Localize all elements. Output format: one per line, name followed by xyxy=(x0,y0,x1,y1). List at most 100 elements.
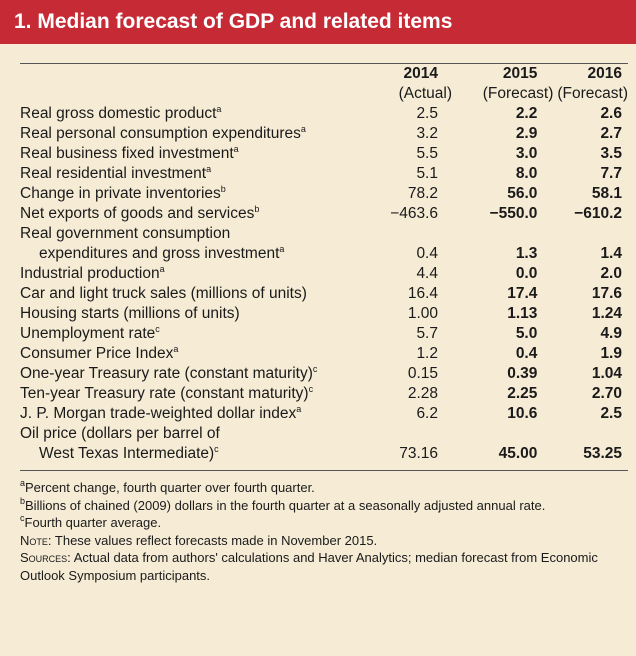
row-label: Real gross domestic producta xyxy=(20,104,371,124)
table-row: One-year Treasury rate (constant maturit… xyxy=(20,364,628,384)
sources-line: Sources: Actual data from authors' calcu… xyxy=(20,549,626,584)
table-row: Car and light truck sales (millions of u… xyxy=(20,284,628,304)
forecast-table: 2014 2015 2016 (Actual) (Forecast) (Fore… xyxy=(20,64,628,464)
header-year: 2014 xyxy=(371,64,452,84)
value-2014: 5.5 xyxy=(371,144,452,164)
row-label: One-year Treasury rate (constant maturit… xyxy=(20,364,371,384)
header-type: (Actual) xyxy=(371,84,452,104)
value-2015: 2.2 xyxy=(452,104,557,124)
value-2015: 0.39 xyxy=(452,364,557,384)
table-row: Real business fixed investmenta 5.5 3.0 3.5 xyxy=(20,144,628,164)
table-row: Net exports of goods and servicesb −463.6… xyxy=(20,204,628,224)
value-2014: 0.15 xyxy=(371,364,452,384)
note-line: Note: These values reflect forecasts mad… xyxy=(20,532,626,550)
value-2015: 8.0 xyxy=(452,164,557,184)
table-row: J. P. Morgan trade-weighted dollar index… xyxy=(20,404,628,424)
table-row: Real government consumption xyxy=(20,224,628,244)
row-label: Housing starts (millions of units) xyxy=(20,304,371,324)
value-2014: 5.7 xyxy=(371,324,452,344)
header-type: (Forecast) xyxy=(452,84,557,104)
footnote-a: aPercent change, fourth quarter over fou… xyxy=(20,479,626,497)
value-2014: −463.6 xyxy=(371,204,452,224)
row-label: Ten-year Treasury rate (constant maturit… xyxy=(20,384,371,404)
value-2014: 4.4 xyxy=(371,264,452,284)
header-year: 2015 xyxy=(452,64,557,84)
value-2016: 1.9 xyxy=(557,344,628,364)
footnotes: aPercent change, fourth quarter over fou… xyxy=(0,471,636,584)
row-label: Real personal consumption expendituresa xyxy=(20,124,371,144)
table-title: 1. Median forecast of GDP and related it… xyxy=(14,10,452,34)
table-row: Change in private inventoriesb 78.2 56.0 58… xyxy=(20,184,628,204)
row-label: Real residential investmenta xyxy=(20,164,371,184)
table-row: Housing starts (millions of units) 1.00 1.… xyxy=(20,304,628,324)
table-row-continued: West Texas Intermediate)c 73.16 45.00 53.25 xyxy=(20,444,628,464)
value-2015: 0.0 xyxy=(452,264,557,284)
value-2016: 2.5 xyxy=(557,404,628,424)
table-row: Oil price (dollars per barrel of xyxy=(20,424,628,444)
table-row: Industrial productiona 4.4 0.0 2.0 xyxy=(20,264,628,284)
value-2016: 2.70 xyxy=(557,384,628,404)
row-label: Net exports of goods and servicesb xyxy=(20,204,371,224)
header-year: 2016 xyxy=(557,64,628,84)
row-label: Change in private inventoriesb xyxy=(20,184,371,204)
value-2015: 1.3 xyxy=(452,244,557,264)
value-2016: 3.5 xyxy=(557,144,628,164)
value-2014: 0.4 xyxy=(371,244,452,264)
title-bar: 1. Median forecast of GDP and related it… xyxy=(0,0,636,44)
row-label: Oil price (dollars per barrel of xyxy=(20,424,371,444)
table-row: Unemployment ratec 5.7 5.0 4.9 xyxy=(20,324,628,344)
top-rule xyxy=(20,63,628,64)
value-2014: 1.00 xyxy=(371,304,452,324)
value-2015: 1.13 xyxy=(452,304,557,324)
value-2015: 2.25 xyxy=(452,384,557,404)
table-row-continued: expenditures and gross investmenta 0.4 1.3… xyxy=(20,244,628,264)
value-2014: 2.28 xyxy=(371,384,452,404)
row-label: J. P. Morgan trade-weighted dollar index… xyxy=(20,404,371,424)
value-2016: 58.1 xyxy=(557,184,628,204)
table-wrap: 2014 2015 2016 (Actual) (Forecast) (Fore… xyxy=(0,44,636,464)
value-2015: 0.4 xyxy=(452,344,557,364)
value-2015: 45.00 xyxy=(452,444,557,464)
table-row: Real residential investmenta 5.1 8.0 7.7 xyxy=(20,164,628,184)
footnote-c: cFourth quarter average. xyxy=(20,514,626,532)
value-2016: 2.7 xyxy=(557,124,628,144)
table-row: Consumer Price Indexa 1.2 0.4 1.9 xyxy=(20,344,628,364)
row-label: Industrial productiona xyxy=(20,264,371,284)
value-2016: 17.6 xyxy=(557,284,628,304)
value-2015: 2.9 xyxy=(452,124,557,144)
footnote-b: bBillions of chained (2009) dollars in t… xyxy=(20,497,626,515)
header-type: (Forecast) xyxy=(557,84,628,104)
value-2014: 16.4 xyxy=(371,284,452,304)
value-2015: 56.0 xyxy=(452,184,557,204)
value-2016: 53.25 xyxy=(557,444,628,464)
table-row: Real personal consumption expendituresa 3… xyxy=(20,124,628,144)
value-2014: 78.2 xyxy=(371,184,452,204)
value-2015: 5.0 xyxy=(452,324,557,344)
value-2016: 1.04 xyxy=(557,364,628,384)
forecast-panel: 1. Median forecast of GDP and related it… xyxy=(0,0,636,656)
value-2014: 6.2 xyxy=(371,404,452,424)
value-2015: 17.4 xyxy=(452,284,557,304)
value-2016: 4.9 xyxy=(557,324,628,344)
value-2016: −610.2 xyxy=(557,204,628,224)
row-label: West Texas Intermediate)c xyxy=(20,444,371,464)
row-label: Consumer Price Indexa xyxy=(20,344,371,364)
row-label: Real government consumption xyxy=(20,224,371,244)
row-label: Unemployment ratec xyxy=(20,324,371,344)
row-label: Real business fixed investmenta xyxy=(20,144,371,164)
table-row: Real gross domestic producta 2.5 2.2 2.6 xyxy=(20,104,628,124)
value-2014: 2.5 xyxy=(371,104,452,124)
row-label: Car and light truck sales (millions of u… xyxy=(20,284,371,304)
header-type-row: (Actual) (Forecast) (Forecast) xyxy=(20,84,628,104)
value-2015: 3.0 xyxy=(452,144,557,164)
value-2014: 5.1 xyxy=(371,164,452,184)
value-2015: −550.0 xyxy=(452,204,557,224)
value-2014: 1.2 xyxy=(371,344,452,364)
table-row: Ten-year Treasury rate (constant maturit… xyxy=(20,384,628,404)
value-2015: 10.6 xyxy=(452,404,557,424)
value-2016: 1.24 xyxy=(557,304,628,324)
value-2016: 7.7 xyxy=(557,164,628,184)
value-2016: 2.6 xyxy=(557,104,628,124)
header-years-row: 2014 2015 2016 xyxy=(20,64,628,84)
value-2016: 2.0 xyxy=(557,264,628,284)
